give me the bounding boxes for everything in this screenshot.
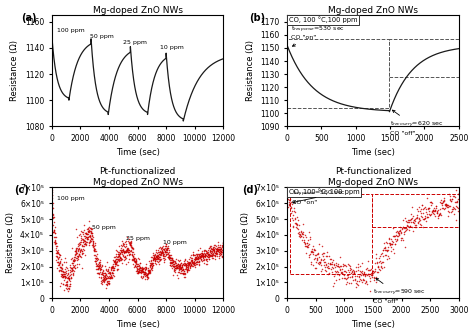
Text: 25 ppm: 25 ppm: [123, 40, 147, 45]
Text: t$_{response}$=560 sec
CO "on": t$_{response}$=560 sec CO "on": [292, 189, 346, 205]
Text: (a): (a): [21, 13, 36, 23]
Title: Pt-functionalized
Mg-doped ZnO NWs: Pt-functionalized Mg-doped ZnO NWs: [328, 167, 418, 187]
X-axis label: Time (sec): Time (sec): [116, 321, 159, 329]
Text: t$_{response}$=530 sec
CO "on": t$_{response}$=530 sec CO "on": [291, 24, 345, 46]
Y-axis label: Resistance (Ω): Resistance (Ω): [241, 212, 250, 273]
Y-axis label: Resistance (Ω): Resistance (Ω): [6, 212, 15, 273]
Y-axis label: Resistance (Ω): Resistance (Ω): [246, 40, 255, 101]
Y-axis label: Resistance (Ω): Resistance (Ω): [10, 40, 19, 101]
Title: Mg-doped ZnO NWs: Mg-doped ZnO NWs: [328, 6, 418, 14]
Text: t$_{recovery}$=590 sec
CO "off": t$_{recovery}$=590 sec CO "off": [374, 278, 426, 304]
Text: (c): (c): [14, 185, 29, 195]
Title: Pt-functionalized
Mg-doped ZnO NWs: Pt-functionalized Mg-doped ZnO NWs: [92, 167, 182, 187]
Text: 10 ppm: 10 ppm: [163, 241, 187, 245]
Text: 100 ppm: 100 ppm: [57, 196, 84, 201]
X-axis label: Time (sec): Time (sec): [116, 148, 159, 157]
Text: t$_{recovery}$=620 sec
CO "off": t$_{recovery}$=620 sec CO "off": [390, 110, 443, 136]
Bar: [389, 39, 459, 77]
Bar: [290, 195, 373, 274]
Text: (d): (d): [243, 185, 258, 195]
Bar: [373, 195, 459, 227]
Text: 50 ppm: 50 ppm: [91, 34, 114, 39]
X-axis label: Time (sec): Time (sec): [351, 321, 395, 329]
Text: 10 ppm: 10 ppm: [160, 45, 184, 50]
Text: 50 ppm: 50 ppm: [92, 224, 116, 229]
Text: (b): (b): [249, 13, 265, 23]
Title: Mg-doped ZnO NWs: Mg-doped ZnO NWs: [92, 6, 182, 14]
Text: 25 ppm: 25 ppm: [126, 236, 150, 241]
Text: CO, 100 °C, 100 ppm: CO, 100 °C, 100 ppm: [289, 189, 359, 195]
Bar: [287, 39, 389, 108]
Text: CO, 100 °C,100 ppm: CO, 100 °C,100 ppm: [289, 16, 357, 23]
Text: 100 ppm: 100 ppm: [57, 28, 84, 33]
X-axis label: Time (sec): Time (sec): [351, 148, 395, 157]
